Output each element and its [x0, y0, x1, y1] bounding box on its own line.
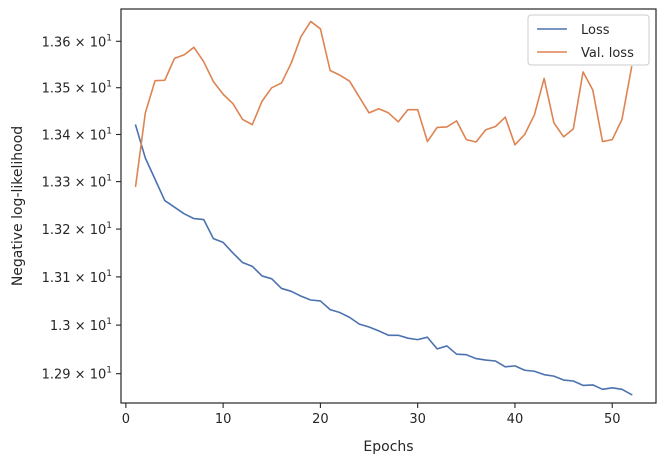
- x-tick-label: 10: [215, 412, 232, 427]
- y-tick-label: 1.32 × 101: [42, 221, 112, 238]
- y-tick-label: 1.31 × 101: [42, 269, 112, 286]
- y-tick-label: 1.34 × 101: [42, 126, 112, 143]
- x-tick-label: 0: [122, 412, 130, 427]
- x-tick-label: 20: [312, 412, 329, 427]
- series-line-loss: [134, 124, 633, 396]
- y-tick-label: 1.36 × 101: [42, 33, 112, 50]
- series-group: [134, 20, 633, 396]
- y-tick-label: 1.35 × 101: [42, 80, 112, 97]
- y-tick-label: 1.33 × 101: [42, 174, 112, 191]
- x-axis-label: Epochs: [363, 439, 413, 455]
- legend: Loss Val. loss: [527, 14, 650, 66]
- legend-label-loss: Loss: [581, 23, 610, 38]
- x-axis: 0 10 20 30 40 50: [122, 403, 621, 427]
- x-tick-label: 30: [409, 412, 426, 427]
- y-axis: 1.29 × 101 1.3 × 101 1.31 × 101 1.32 × 101 1…: [42, 33, 121, 383]
- legend-label-val-loss: Val. loss: [581, 46, 634, 61]
- plot-area: [120, 8, 657, 404]
- x-tick-label: 40: [507, 412, 524, 427]
- x-tick-label: 50: [604, 412, 621, 427]
- series-line-val-loss: [134, 20, 633, 188]
- y-tick-label: 1.3 × 101: [50, 317, 112, 334]
- y-axis-label: Negative log-likelihood: [10, 126, 26, 286]
- y-tick-label: 1.29 × 101: [42, 366, 112, 383]
